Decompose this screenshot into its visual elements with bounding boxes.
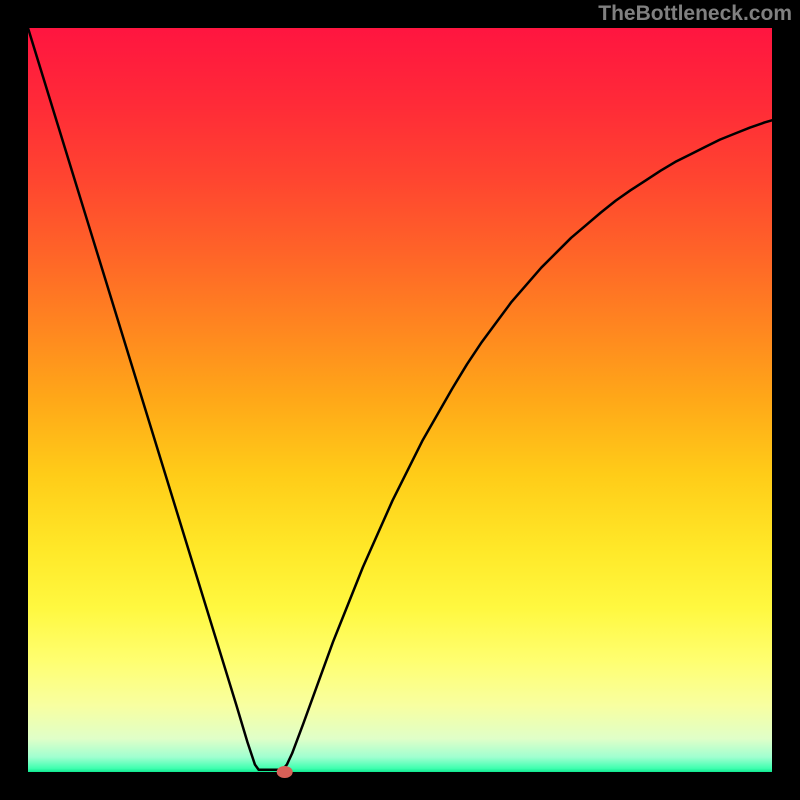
chart-svg — [0, 0, 800, 800]
bottleneck-chart: TheBottleneck.com — [0, 0, 800, 800]
watermark-text: TheBottleneck.com — [598, 2, 792, 26]
